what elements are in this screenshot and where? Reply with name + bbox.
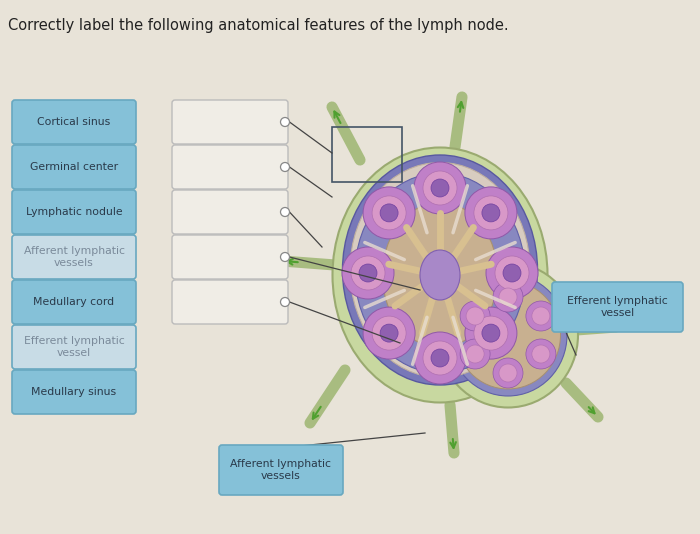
Ellipse shape bbox=[342, 247, 394, 299]
FancyBboxPatch shape bbox=[172, 190, 288, 234]
Circle shape bbox=[281, 117, 290, 127]
Ellipse shape bbox=[493, 282, 523, 312]
FancyBboxPatch shape bbox=[12, 190, 136, 234]
FancyBboxPatch shape bbox=[12, 325, 136, 369]
FancyBboxPatch shape bbox=[172, 100, 288, 144]
FancyBboxPatch shape bbox=[172, 145, 288, 189]
Ellipse shape bbox=[460, 339, 490, 369]
Ellipse shape bbox=[351, 256, 385, 290]
Ellipse shape bbox=[423, 341, 457, 375]
Ellipse shape bbox=[449, 274, 567, 396]
Text: Cortical sinus: Cortical sinus bbox=[37, 117, 111, 127]
Ellipse shape bbox=[486, 247, 538, 299]
Ellipse shape bbox=[423, 171, 457, 205]
Ellipse shape bbox=[380, 204, 398, 222]
Text: Afferent lymphatic
vessels: Afferent lymphatic vessels bbox=[24, 246, 125, 268]
FancyBboxPatch shape bbox=[12, 100, 136, 144]
Ellipse shape bbox=[465, 307, 517, 359]
Ellipse shape bbox=[420, 250, 460, 300]
Ellipse shape bbox=[456, 281, 561, 389]
Ellipse shape bbox=[499, 364, 517, 382]
Circle shape bbox=[281, 253, 290, 262]
Ellipse shape bbox=[482, 204, 500, 222]
FancyBboxPatch shape bbox=[172, 235, 288, 279]
Ellipse shape bbox=[438, 263, 578, 407]
Ellipse shape bbox=[474, 196, 508, 230]
Ellipse shape bbox=[355, 173, 525, 373]
Ellipse shape bbox=[466, 307, 484, 325]
Text: Medullary sinus: Medullary sinus bbox=[32, 387, 117, 397]
Ellipse shape bbox=[431, 179, 449, 197]
Ellipse shape bbox=[363, 307, 415, 359]
Ellipse shape bbox=[414, 332, 466, 384]
Ellipse shape bbox=[532, 307, 550, 325]
Circle shape bbox=[281, 162, 290, 171]
Ellipse shape bbox=[359, 264, 377, 282]
FancyBboxPatch shape bbox=[12, 145, 136, 189]
Ellipse shape bbox=[465, 187, 517, 239]
Circle shape bbox=[281, 208, 290, 216]
Text: Correctly label the following anatomical features of the lymph node.: Correctly label the following anatomical… bbox=[8, 18, 509, 33]
Text: Efferent lymphatic
vessel: Efferent lymphatic vessel bbox=[567, 296, 668, 318]
Ellipse shape bbox=[435, 275, 515, 345]
Ellipse shape bbox=[526, 301, 556, 331]
Ellipse shape bbox=[350, 162, 530, 378]
Ellipse shape bbox=[372, 196, 406, 230]
Ellipse shape bbox=[503, 264, 521, 282]
Ellipse shape bbox=[372, 316, 406, 350]
Text: Efferent lymphatic
vessel: Efferent lymphatic vessel bbox=[24, 336, 125, 358]
Ellipse shape bbox=[499, 288, 517, 306]
FancyBboxPatch shape bbox=[12, 370, 136, 414]
FancyBboxPatch shape bbox=[552, 282, 683, 332]
Text: Germinal center: Germinal center bbox=[30, 162, 118, 172]
Ellipse shape bbox=[431, 349, 449, 367]
Ellipse shape bbox=[460, 301, 490, 331]
Ellipse shape bbox=[526, 339, 556, 369]
Ellipse shape bbox=[466, 345, 484, 363]
Ellipse shape bbox=[363, 187, 415, 239]
Text: Medullary cord: Medullary cord bbox=[34, 297, 115, 307]
Ellipse shape bbox=[482, 324, 500, 342]
Circle shape bbox=[281, 297, 290, 307]
Text: Lymphatic nodule: Lymphatic nodule bbox=[26, 207, 122, 217]
Ellipse shape bbox=[414, 162, 466, 214]
FancyBboxPatch shape bbox=[12, 235, 136, 279]
Ellipse shape bbox=[474, 316, 508, 350]
Ellipse shape bbox=[493, 358, 523, 388]
Text: Afferent lymphatic
vessels: Afferent lymphatic vessels bbox=[230, 459, 332, 481]
FancyBboxPatch shape bbox=[172, 280, 288, 324]
Ellipse shape bbox=[495, 256, 529, 290]
Bar bbox=[332, 127, 402, 182]
Ellipse shape bbox=[332, 147, 547, 403]
FancyBboxPatch shape bbox=[12, 280, 136, 324]
FancyBboxPatch shape bbox=[219, 445, 343, 495]
Ellipse shape bbox=[532, 345, 550, 363]
Ellipse shape bbox=[382, 202, 498, 348]
Ellipse shape bbox=[342, 155, 538, 385]
Ellipse shape bbox=[380, 324, 398, 342]
